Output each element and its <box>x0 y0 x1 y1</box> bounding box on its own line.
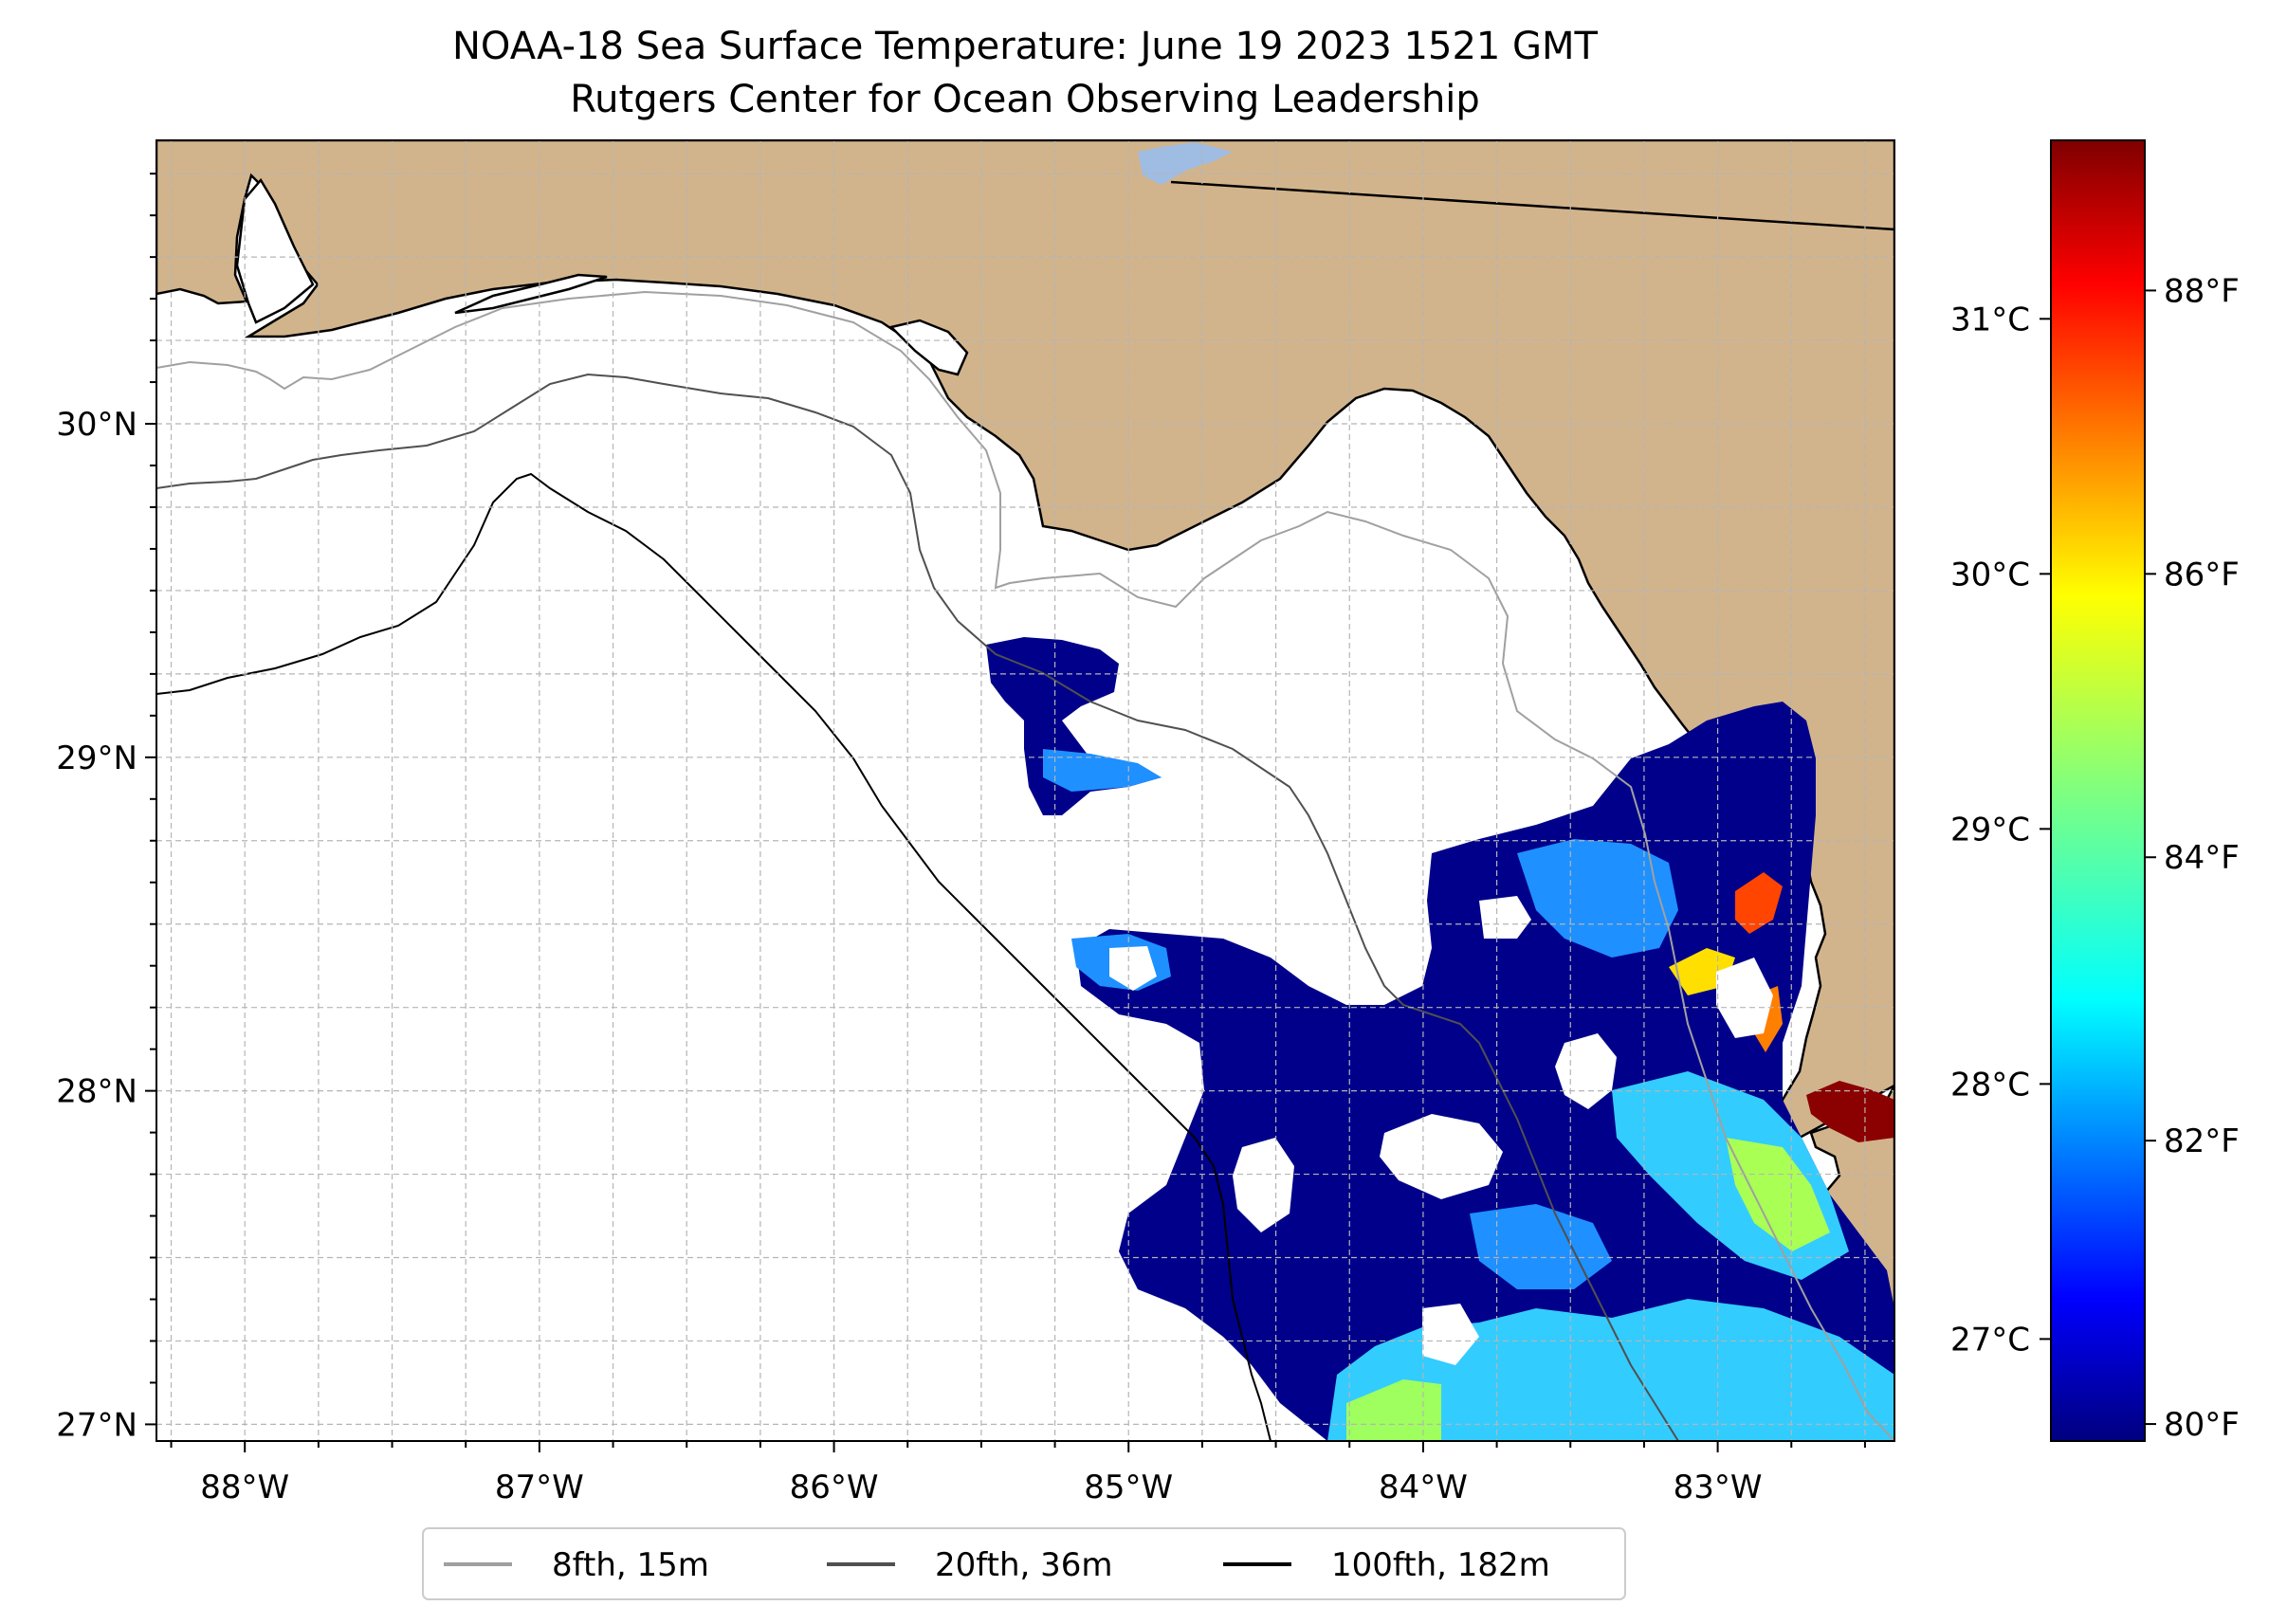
cloud-gap-5 <box>1422 1304 1479 1365</box>
lon-tick-label: 83°W <box>1674 1469 1763 1506</box>
cloud-gap-3 <box>1233 1138 1294 1232</box>
isobath-100fth <box>156 472 1272 1441</box>
bay-apalachicola <box>888 319 969 376</box>
sst-hot-keys <box>1806 1081 1894 1142</box>
legend-label: 100fth, 182m <box>1331 1546 1550 1584</box>
fahrenheit-tick-label: 80°F <box>2164 1406 2240 1444</box>
colorbar-gradient <box>2050 139 2146 1442</box>
sst-warm-11 <box>1470 1204 1612 1289</box>
colorbar-celsius-axis: 27°C 28°C 29°C 30°C 31°C <box>1950 301 2051 1359</box>
fahrenheit-tick-label: 86°F <box>2164 556 2240 593</box>
celsius-tick-label: 28°C <box>1950 1066 2030 1104</box>
cloud-gap-6 <box>1716 958 1773 1038</box>
sst-patch-big-south <box>1076 702 1894 1441</box>
fahrenheit-tick-label: 84°F <box>2164 839 2240 877</box>
title-line-1: NOAA-18 Sea Surface Temperature: June 19… <box>452 25 1599 68</box>
lat-tick-label: 28°N <box>56 1073 137 1111</box>
celsius-tick-label: 31°C <box>1950 301 2030 338</box>
sst-warm-6 <box>1726 1138 1830 1251</box>
lon-tick-label: 85°W <box>1084 1469 1173 1506</box>
sst-warm-1 <box>1043 749 1162 792</box>
isobath-20fth <box>156 373 1679 1441</box>
state-border <box>1170 180 1894 231</box>
sst-warm-4 <box>1346 1379 1441 1441</box>
map-panel <box>156 140 1894 1441</box>
colorbar-fahrenheit-axis: 80°F 82°F 84°F 86°F 88°F <box>2145 272 2240 1444</box>
fahrenheit-tick-label: 88°F <box>2164 272 2240 310</box>
celsius-tick-label: 27°C <box>1950 1321 2030 1359</box>
colorbar: 27°C 28°C 29°C 30°C 31°C 80°F 82°F 84°F 86°F 88°… <box>1950 139 2240 1444</box>
legend: 8fth, 15m 20fth, 36m 100fth, 182m <box>422 1527 1626 1600</box>
cloud-gap-7 <box>1109 946 1157 991</box>
bay-choctawhatchee <box>454 273 608 315</box>
sst-field <box>986 637 1894 1441</box>
lon-tick-label: 84°W <box>1379 1469 1468 1506</box>
fahrenheit-tick-label: 82°F <box>2164 1122 2240 1160</box>
lon-tick-label: 88°W <box>200 1469 289 1506</box>
lat-axis: 27°N 28°N 29°N 30°N <box>56 173 156 1444</box>
sst-warm-8 <box>1735 872 1783 934</box>
cloud-gap-4 <box>1479 896 1531 939</box>
isobath-8fth <box>156 290 1894 1441</box>
lon-tick-label: 87°W <box>495 1469 584 1506</box>
title-line-2: Rutgers Center for Ocean Observing Leade… <box>570 78 1480 121</box>
legend-label: 20fth, 36m <box>935 1546 1113 1584</box>
legend-frame <box>422 1527 1626 1600</box>
sst-warm-7 <box>1517 839 1678 958</box>
lon-tick-label: 86°W <box>790 1469 879 1506</box>
bay-pensacola <box>235 177 315 324</box>
lat-tick-label: 27°N <box>56 1406 137 1444</box>
celsius-tick-label: 29°C <box>1950 811 2030 848</box>
lat-tick-label: 29°N <box>56 739 137 777</box>
legend-label: 8fth, 15m <box>552 1546 709 1584</box>
lat-tick-label: 30°N <box>56 406 137 444</box>
map-frame <box>156 139 1895 1442</box>
cloud-gap-1 <box>1380 1114 1503 1199</box>
celsius-tick-label: 30°C <box>1950 556 2030 593</box>
lon-axis: 88°W 87°W 86°W 85°W 84°W 83°W <box>170 1441 1866 1506</box>
map-gridlines <box>156 140 1894 1441</box>
